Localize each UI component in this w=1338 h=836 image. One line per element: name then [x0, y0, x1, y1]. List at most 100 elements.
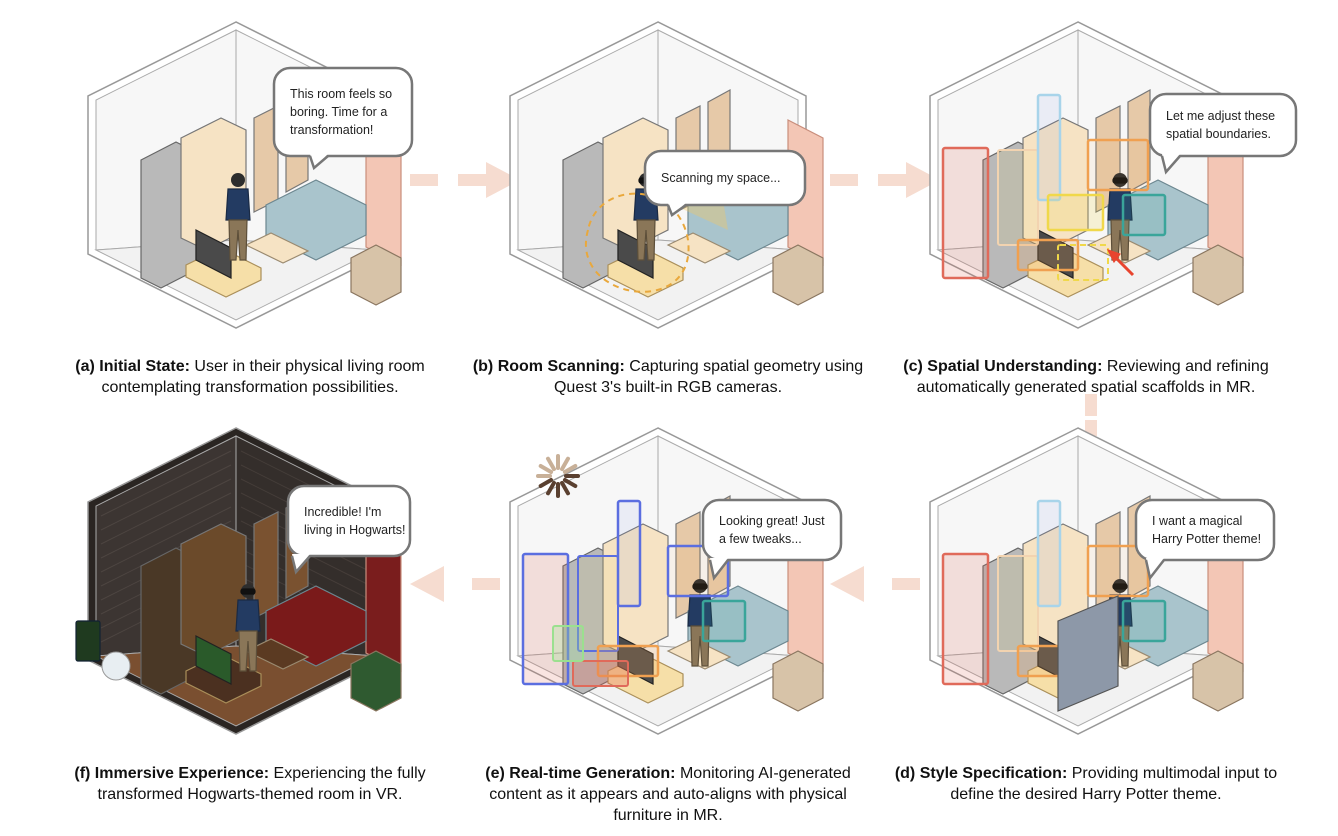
coffee-table	[244, 638, 310, 670]
person-head	[231, 173, 245, 187]
scaffold-table	[1046, 193, 1105, 232]
armchair	[772, 650, 824, 712]
person-torso	[235, 599, 261, 632]
scan-path	[584, 192, 690, 293]
caption-f: (f) Immersive Experience: Experiencing t…	[40, 763, 460, 805]
bubble-text-line: Let me adjust these	[1166, 109, 1275, 123]
tv	[195, 229, 232, 279]
caption-a-label: (a) Initial State:	[75, 358, 190, 375]
spinner-tick	[546, 480, 556, 496]
style-image-castle	[1057, 595, 1119, 712]
bubble-body	[286, 484, 412, 558]
spinner-tick	[538, 478, 554, 488]
caption-b: (b) Room Scanning: Capturing spatial geo…	[458, 356, 878, 398]
bubble-tail	[290, 555, 311, 575]
person-legs	[690, 625, 710, 667]
bubble-text-line: transformation!	[290, 123, 373, 137]
brick-line	[100, 506, 232, 573]
armchair	[772, 244, 824, 306]
caption-f-label: (f) Immersive Experience:	[74, 765, 270, 782]
scaffold-armchair	[701, 599, 747, 643]
caption-a-text: User in their physical living room conte…	[101, 358, 425, 396]
person-legs	[228, 219, 248, 261]
tv	[195, 635, 232, 685]
room-d	[929, 427, 1244, 735]
bubble-a: This room feels so boring. Time for a tran…	[272, 66, 414, 171]
arrow-dash	[472, 578, 500, 590]
bubble-text-line: spatial boundaries.	[1166, 127, 1271, 141]
bubble-body	[701, 498, 843, 562]
spinner-tick	[538, 464, 554, 474]
bubble-tail-fill	[710, 558, 728, 578]
armchair	[1192, 650, 1244, 712]
crystal-ball	[101, 651, 131, 681]
arrow-dash	[1085, 420, 1097, 436]
bubble-text-line: boring. Time for a	[290, 105, 387, 119]
generated-chest	[572, 660, 629, 687]
arrow-head	[906, 162, 940, 198]
arrow-head	[410, 566, 444, 602]
scaffold-door	[1036, 499, 1062, 608]
arrow-c-to-d	[1085, 394, 1097, 436]
loading-spinner-icon	[536, 454, 580, 498]
brick-line	[100, 492, 232, 559]
bubble-body	[1148, 92, 1298, 158]
bubble-text-line: This room feels so	[290, 87, 392, 101]
scaffold-armchair	[1121, 193, 1167, 237]
armchair	[350, 244, 402, 306]
scaffold-wardrobe	[997, 149, 1039, 246]
bubble-tail-fill	[292, 554, 310, 572]
wardrobe	[180, 523, 247, 657]
arrow-d-to-e	[830, 566, 920, 602]
room-f	[75, 427, 402, 735]
bubble-text-line: I want a magical	[1152, 514, 1242, 528]
room-c	[929, 21, 1244, 329]
spinner-tick	[560, 480, 570, 496]
scaffold-fridge	[521, 552, 570, 686]
vr-headset	[1112, 583, 1128, 590]
flow-arrows	[410, 162, 1097, 602]
bubble-tail	[1144, 559, 1165, 581]
bubble-text-line: living in Hogwarts!	[304, 523, 405, 537]
fireplace	[75, 620, 101, 662]
bubble-text-line: a few tweaks...	[719, 532, 802, 546]
vr-headset	[240, 588, 256, 595]
scaffold-tv-stand	[1016, 238, 1080, 272]
caption-e-label: (e) Real-time Generation:	[485, 765, 676, 782]
bubble-tail	[666, 203, 687, 217]
armchair	[1192, 244, 1244, 306]
bubble-b: Scanning my space...	[643, 149, 807, 217]
caption-d: (d) Style Specification: Providing multi…	[876, 763, 1296, 805]
bubble-tail	[308, 155, 329, 171]
bubble-text-line: Scanning my space...	[661, 171, 781, 185]
bubble-text-line: Harry Potter theme!	[1152, 532, 1261, 546]
coffee-table	[666, 232, 732, 264]
scaffold-fridge	[941, 552, 990, 686]
bubble-d: I want a magical Harry Potter theme!	[1134, 498, 1276, 581]
arrow-head	[486, 162, 520, 198]
caption-d-label: (d) Style Specification:	[894, 765, 1068, 782]
person-legs	[238, 630, 258, 672]
arrow-head	[830, 566, 864, 602]
bubble-body	[1134, 498, 1276, 562]
generated-crystal	[552, 625, 584, 662]
caption-a: (a) Initial State: User in their physica…	[40, 356, 460, 398]
bubble-tail-fill	[1146, 558, 1164, 578]
arrow-dash	[410, 174, 438, 186]
spinner-tick	[546, 456, 556, 472]
caption-b-text: Capturing spatial geometry using Quest 3…	[553, 358, 864, 396]
caption-f-text: Experiencing the fully transformed Hogwa…	[97, 765, 426, 803]
vr-headset	[692, 583, 708, 590]
arrow-a-to-b	[410, 162, 520, 198]
spinner-tick	[560, 456, 570, 472]
arrow-dash	[458, 174, 486, 186]
caption-b-label: (b) Room Scanning:	[472, 358, 625, 375]
scaffold-door	[1036, 93, 1062, 202]
bubble-tail-fill	[310, 154, 328, 168]
scaffold-fridge	[941, 146, 990, 280]
arrow-b-to-c	[830, 162, 940, 198]
person-torso	[225, 188, 251, 221]
room-e	[509, 427, 824, 735]
bubble-text-line: Looking great! Just	[719, 514, 825, 528]
